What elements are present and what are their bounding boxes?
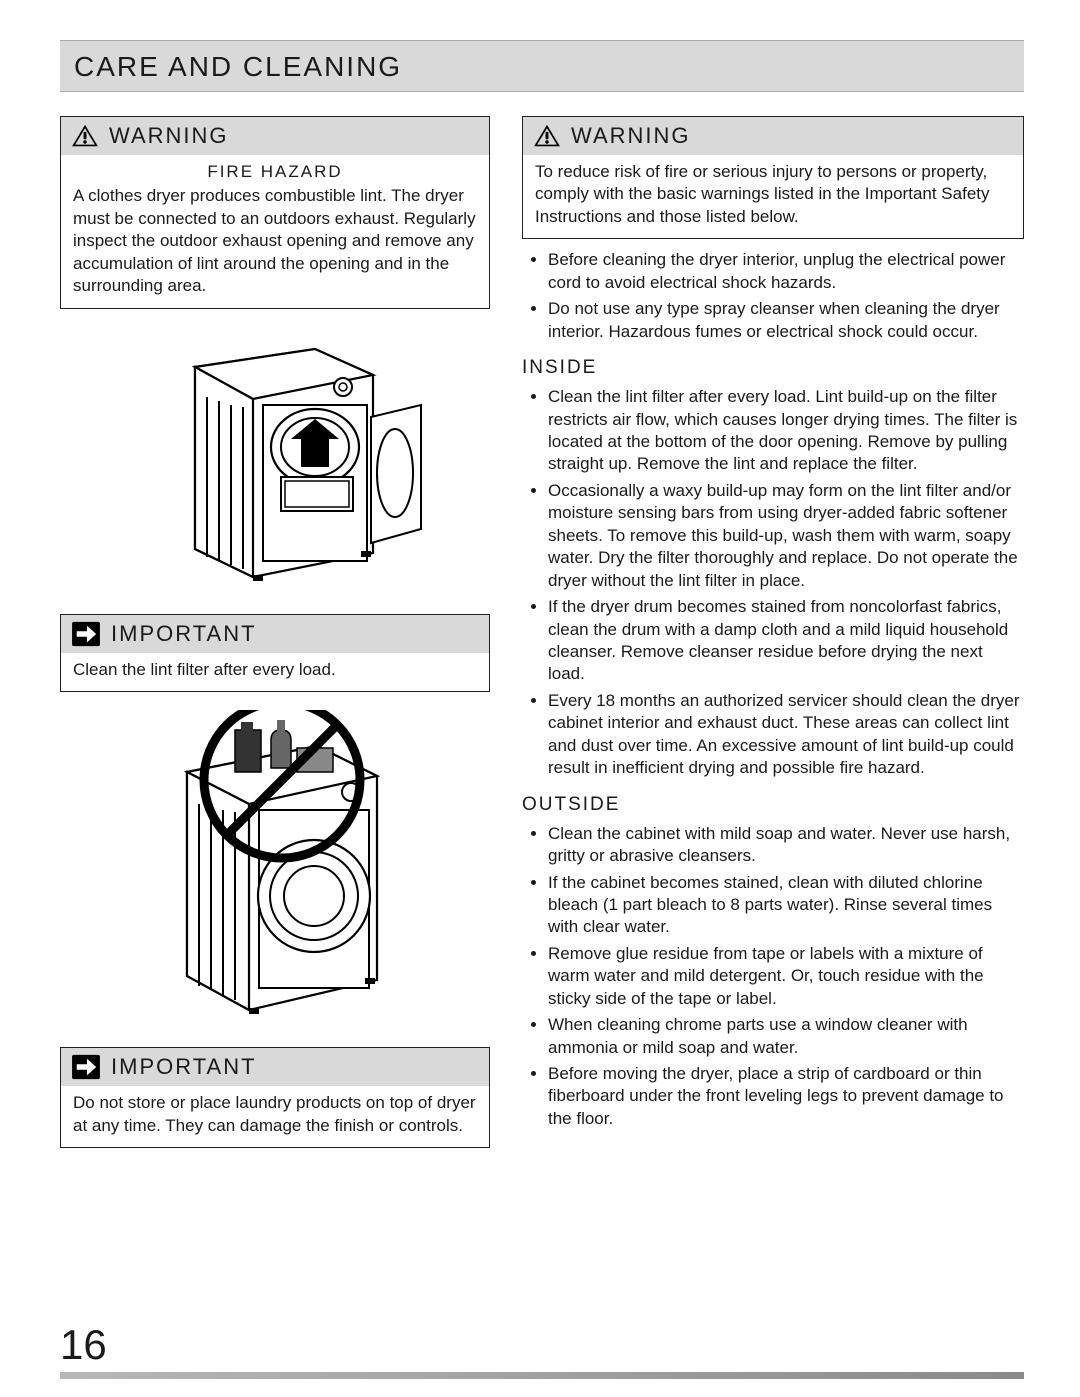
warning-fire-hazard: WARNING FIRE HAZARD A clothes dryer prod… [60,116,490,309]
list-item: When cleaning chrome parts use a window … [548,1014,1024,1059]
right-column: WARNING To reduce risk of fire or seriou… [522,116,1024,1158]
figure-lint-filter [60,327,490,592]
important-no-products: IMPORTANT Do not store or place laundry … [60,1047,490,1148]
list-item: If the dryer drum becomes stained from n… [548,596,1024,686]
right-text: Before cleaning the dryer interior, unpl… [522,249,1024,1130]
warning-head: WARNING [61,117,489,155]
important-label-2: IMPORTANT [111,1054,257,1080]
section-title: CARE AND CLEANING [74,51,1010,83]
figure-no-products-on-top [60,710,490,1025]
important-label: IMPORTANT [111,621,257,647]
outside-list: Clean the cabinet with mild soap and wat… [522,823,1024,1131]
important-head: IMPORTANT [61,615,489,653]
list-item: Every 18 months an authorized servicer s… [548,690,1024,780]
important-head-2: IMPORTANT [61,1048,489,1086]
important-body: Clean the lint filter after every load. [61,653,489,691]
warning-label-2: WARNING [571,123,691,149]
warning-text: A clothes dryer produces combustible lin… [73,185,477,297]
list-item: Before cleaning the dryer interior, unpl… [548,249,1024,294]
inside-heading: INSIDE [522,355,1024,380]
important-lint-filter: IMPORTANT Clean the lint filter after ev… [60,614,490,692]
list-item: Do not use any type spray cleanser when … [548,298,1024,343]
warning-head-2: WARNING [523,117,1023,155]
warning-triangle-icon [71,124,99,148]
footer-rule [60,1372,1024,1379]
left-column: WARNING FIRE HAZARD A clothes dryer prod… [60,116,490,1158]
warning-body-2: To reduce risk of fire or serious injury… [523,155,1023,238]
arrow-right-icon [71,1054,101,1080]
bullets-top: Before cleaning the dryer interior, unpl… [522,249,1024,343]
warning-label: WARNING [109,123,229,149]
important-body-2: Do not store or place laundry products o… [61,1086,489,1147]
page-number: 16 [60,1321,107,1369]
list-item: Clean the cabinet with mild soap and wat… [548,823,1024,868]
arrow-right-icon [71,621,101,647]
list-item: If the cabinet becomes stained, clean wi… [548,872,1024,939]
list-item: Remove glue residue from tape or labels … [548,943,1024,1010]
section-title-bar: CARE AND CLEANING [60,40,1024,92]
inside-list: Clean the lint filter after every load. … [522,386,1024,779]
outside-heading: OUTSIDE [522,792,1024,817]
list-item: Occasionally a waxy build-up may form on… [548,480,1024,592]
warning-general: WARNING To reduce risk of fire or seriou… [522,116,1024,239]
warning-triangle-icon [533,124,561,148]
fire-hazard-subhead: FIRE HAZARD [73,161,477,183]
list-item: Before moving the dryer, place a strip o… [548,1063,1024,1130]
list-item: Clean the lint filter after every load. … [548,386,1024,476]
warning-body: FIRE HAZARD A clothes dryer produces com… [61,155,489,308]
